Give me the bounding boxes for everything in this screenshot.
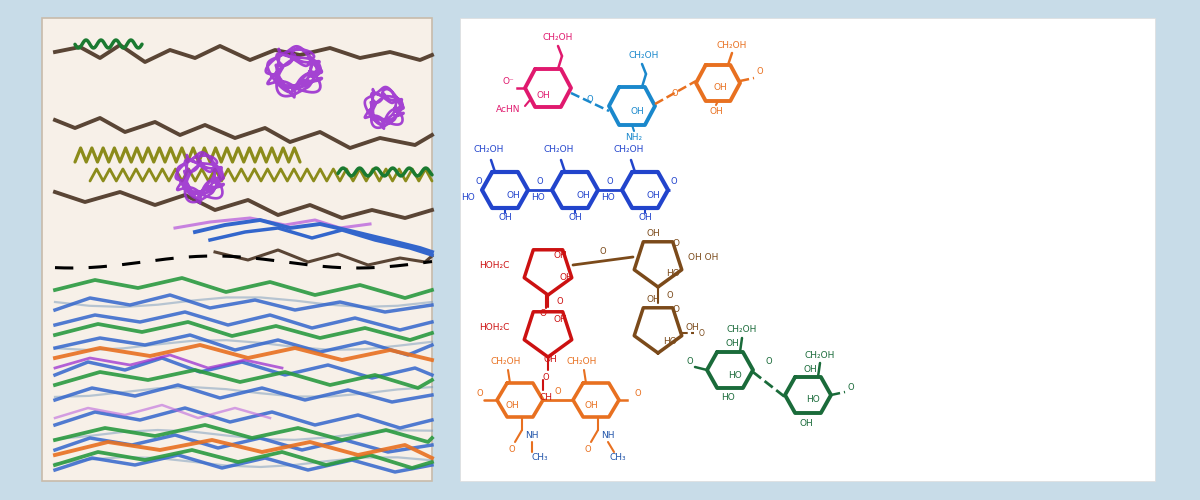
Text: OH: OH	[568, 214, 582, 222]
Text: O: O	[757, 66, 763, 76]
Text: O: O	[475, 178, 482, 186]
Bar	[42, 18, 432, 481]
Text: O: O	[587, 96, 593, 104]
Text: O: O	[607, 178, 613, 186]
Text: O: O	[672, 306, 679, 314]
Text: HOH₂C: HOH₂C	[480, 322, 510, 332]
Text: OH: OH	[709, 106, 722, 116]
Text: OH: OH	[584, 400, 598, 409]
Text: O: O	[476, 388, 484, 398]
Text: OH: OH	[553, 252, 566, 260]
Text: OH: OH	[725, 340, 739, 348]
Bar	[460, 18, 1154, 481]
Text: OH: OH	[553, 316, 566, 324]
Text: HO: HO	[721, 394, 734, 402]
Text: O: O	[847, 382, 854, 392]
Text: HOH₂C: HOH₂C	[480, 260, 510, 270]
Text: OH: OH	[576, 190, 590, 200]
Text: OH: OH	[506, 190, 520, 200]
Text: CH₃: CH₃	[610, 454, 626, 462]
Text: O: O	[600, 248, 606, 256]
Text: OH: OH	[498, 214, 512, 222]
Text: OH: OH	[630, 106, 644, 116]
Text: CH₂OH: CH₂OH	[474, 146, 504, 154]
Text: OH: OH	[544, 356, 557, 364]
Text: OH: OH	[713, 84, 727, 92]
Text: OH: OH	[646, 296, 660, 304]
Text: OH: OH	[686, 324, 700, 332]
Text: O: O	[671, 178, 677, 186]
Text: CH₂OH: CH₂OH	[544, 146, 574, 154]
Text: NH: NH	[526, 432, 539, 440]
Text: O: O	[509, 446, 515, 454]
Text: OH: OH	[646, 230, 660, 238]
Text: OH: OH	[799, 418, 812, 428]
Text: O: O	[635, 388, 641, 398]
Text: O: O	[536, 178, 544, 186]
Text: OH: OH	[638, 214, 652, 222]
Text: CH₂OH: CH₂OH	[614, 146, 644, 154]
Text: CH₂OH: CH₂OH	[727, 326, 757, 334]
Text: O: O	[542, 372, 550, 382]
Text: HO: HO	[728, 370, 742, 380]
Text: HO: HO	[666, 270, 680, 278]
Text: O: O	[667, 290, 673, 300]
Text: O: O	[700, 328, 704, 338]
Text: O: O	[766, 358, 773, 366]
Text: HO: HO	[664, 338, 677, 346]
Text: O: O	[584, 446, 592, 454]
Text: OH: OH	[646, 190, 660, 200]
Text: CH₂OH: CH₂OH	[716, 40, 748, 50]
Text: HO: HO	[806, 396, 820, 404]
Text: OH OH: OH OH	[688, 252, 719, 262]
Text: HO: HO	[461, 194, 475, 202]
Text: CH₂OH: CH₂OH	[542, 34, 574, 42]
Text: OH: OH	[803, 364, 817, 374]
Text: NH₂: NH₂	[625, 134, 642, 142]
Text: CH₂OH: CH₂OH	[566, 358, 598, 366]
Text: O: O	[686, 358, 694, 366]
Text: HO: HO	[601, 194, 616, 202]
Text: O: O	[540, 310, 546, 318]
Text: OH: OH	[559, 274, 572, 282]
Text: OH: OH	[505, 400, 518, 409]
Text: NH: NH	[601, 432, 614, 440]
Text: HO: HO	[532, 194, 545, 202]
Text: AcHN: AcHN	[496, 106, 520, 114]
Text: O: O	[557, 296, 563, 306]
Text: O: O	[672, 90, 678, 98]
Text: OH: OH	[536, 92, 550, 100]
Text: O: O	[554, 388, 562, 396]
Text: CH₂OH: CH₂OH	[491, 358, 521, 366]
Text: CH₂OH: CH₂OH	[629, 52, 659, 60]
Text: CH₃: CH₃	[532, 454, 548, 462]
Text: CH: CH	[540, 392, 552, 402]
Text: CH₂OH: CH₂OH	[805, 350, 835, 360]
Text: O: O	[672, 240, 679, 248]
Text: O⁻: O⁻	[502, 76, 514, 86]
